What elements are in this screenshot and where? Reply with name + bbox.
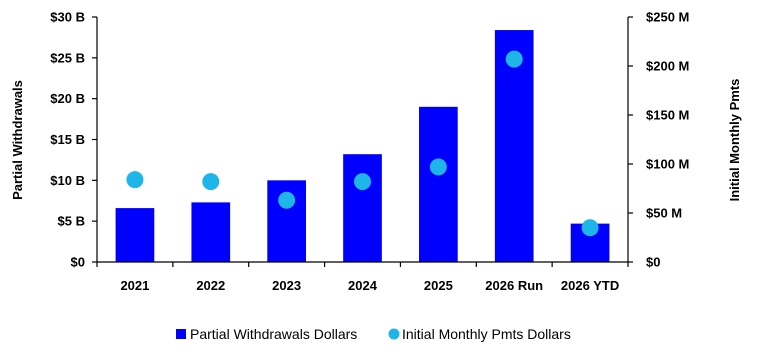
right-y-tick-label: $100 M bbox=[646, 157, 689, 172]
point-initial-monthly-pmts-2022 bbox=[202, 173, 220, 191]
left-y-tick-group: $0 $5 B $10 B $15 B $20 B $25 B $30 B bbox=[50, 10, 97, 270]
x-tick-label: 2021 bbox=[120, 278, 149, 293]
left-y-axis-title: Partial Withdrawals bbox=[10, 80, 25, 200]
bar-partial-withdrawals-2022 bbox=[191, 202, 231, 262]
left-y-tick-label: $15 B bbox=[50, 132, 85, 147]
bar-partial-withdrawals-2026-run bbox=[494, 30, 534, 262]
left-y-tick-label: $0 bbox=[71, 255, 85, 270]
bar-partial-withdrawals-2025 bbox=[419, 106, 458, 262]
point-initial-monthly-pmts-2025 bbox=[429, 158, 447, 176]
point-initial-monthly-pmts-2021 bbox=[126, 171, 144, 189]
right-y-tick-label: $250 M bbox=[646, 10, 689, 25]
left-y-tick-label: $30 B bbox=[50, 10, 85, 25]
right-y-tick-label: $50 M bbox=[646, 206, 682, 221]
bar-partial-withdrawals-2021 bbox=[115, 208, 155, 262]
left-y-tick-label: $25 B bbox=[50, 50, 85, 65]
legend-swatch-partial-withdrawals bbox=[176, 329, 186, 339]
legend-swatch-initial-monthly-pmts bbox=[388, 328, 400, 340]
left-y-tick-label: $5 B bbox=[58, 214, 85, 229]
x-tick-label: 2025 bbox=[424, 278, 453, 293]
left-y-tick-label: $10 B bbox=[50, 173, 85, 188]
point-initial-monthly-pmts-2024 bbox=[354, 173, 371, 191]
point-initial-monthly-pmts-2026-run bbox=[505, 50, 523, 68]
x-tick-label: 2023 bbox=[272, 278, 301, 293]
right-y-tick-group: $0 $50 M $100 M $150 M $200 M $250 M bbox=[628, 10, 689, 270]
bar-partial-withdrawals-2024 bbox=[343, 154, 382, 262]
right-y-axis-title: Initial Monthly Pmts bbox=[727, 79, 742, 202]
x-tick-group: 2021 2022 2023 2024 2025 2026 Run 2026 YTD bbox=[96, 262, 629, 293]
legend: Partial Withdrawals Dollars Initial Mont… bbox=[176, 326, 571, 342]
bar-series-group bbox=[115, 30, 610, 262]
point-initial-monthly-pmts-2026-ytd bbox=[581, 219, 599, 237]
x-tick-label: 2024 bbox=[348, 278, 378, 293]
legend-label-initial-monthly-pmts: Initial Monthly Pmts Dollars bbox=[402, 326, 571, 342]
left-y-tick-label: $20 B bbox=[50, 91, 85, 106]
legend-label-partial-withdrawals: Partial Withdrawals Dollars bbox=[190, 326, 357, 342]
right-y-tick-label: $0 bbox=[646, 255, 660, 270]
x-tick-label: 2022 bbox=[196, 278, 225, 293]
x-tick-label: 2026 YTD bbox=[561, 278, 619, 293]
x-tick-label: 2026 Run bbox=[485, 278, 543, 293]
scatter-series-group bbox=[126, 50, 599, 237]
point-initial-monthly-pmts-2023 bbox=[278, 191, 296, 209]
right-y-tick-label: $150 M bbox=[646, 108, 689, 123]
right-y-tick-label: $200 M bbox=[646, 59, 689, 74]
